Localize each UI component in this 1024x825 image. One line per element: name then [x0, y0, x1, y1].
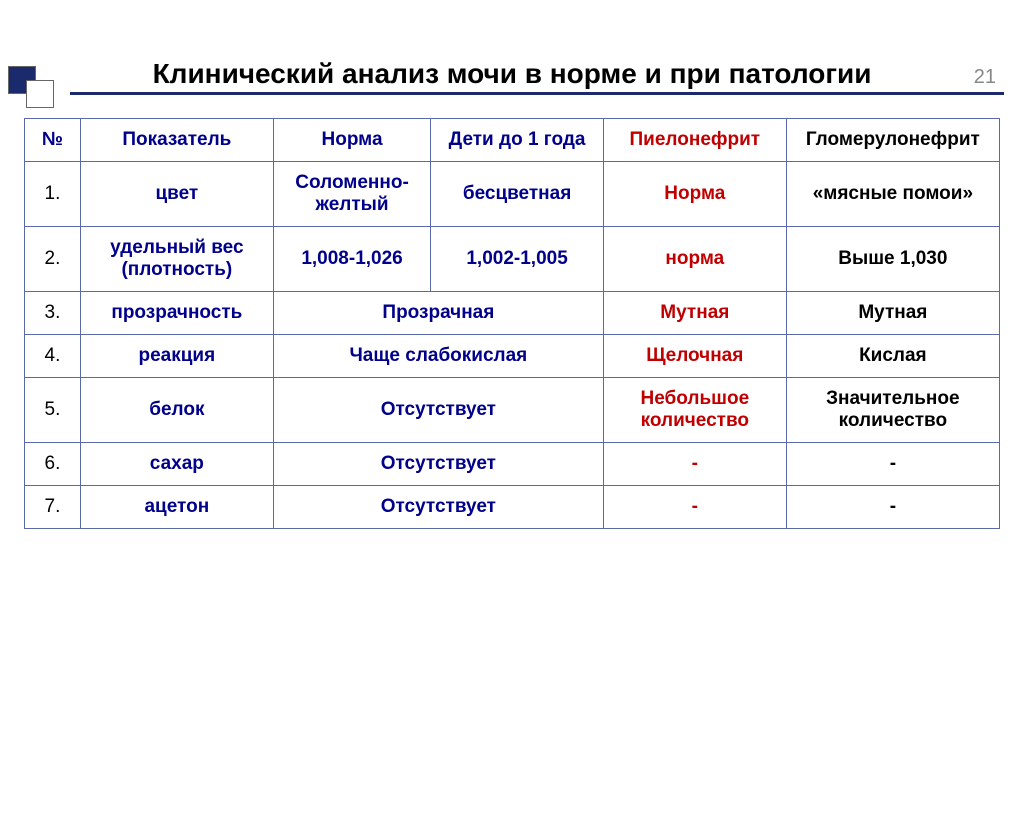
row-child: бесцветная: [431, 162, 604, 227]
table-row: 3. прозрачность Прозрачная Мутная Мутная: [25, 292, 1000, 335]
slide-title: Клинический анализ мочи в норме и при па…: [0, 58, 1024, 90]
analysis-table-container: № Показатель Норма Дети до 1 года Пиелон…: [0, 118, 1024, 529]
row-pyelo: норма: [603, 227, 786, 292]
header-divider: [70, 92, 1004, 95]
row-child: 1,002-1,005: [431, 227, 604, 292]
slide-corner-decoration: [8, 66, 68, 108]
col-parameter: Показатель: [80, 119, 273, 162]
row-number: 1.: [25, 162, 81, 227]
table-row: 5. белок Отсутствует Небольшое количеств…: [25, 378, 1000, 443]
row-norm-merged: Чаще слабокислая: [273, 335, 603, 378]
table-row: 2. удельный вес (плотность) 1,008-1,026 …: [25, 227, 1000, 292]
analysis-table: № Показатель Норма Дети до 1 года Пиелон…: [24, 118, 1000, 529]
row-number: 7.: [25, 486, 81, 529]
row-norm: 1,008-1,026: [273, 227, 430, 292]
row-norm: Соломенно-желтый: [273, 162, 430, 227]
row-glom: «мясные помои»: [786, 162, 999, 227]
row-norm-merged: Прозрачная: [273, 292, 603, 335]
table-row: 4. реакция Чаще слабокислая Щелочная Кис…: [25, 335, 1000, 378]
row-norm-merged: Отсутствует: [273, 486, 603, 529]
row-number: 4.: [25, 335, 81, 378]
row-number: 3.: [25, 292, 81, 335]
row-parameter: ацетон: [80, 486, 273, 529]
row-parameter: удельный вес (плотность): [80, 227, 273, 292]
row-pyelo: Щелочная: [603, 335, 786, 378]
table-header-row: № Показатель Норма Дети до 1 года Пиелон…: [25, 119, 1000, 162]
row-pyelo: -: [603, 443, 786, 486]
table-row: 7. ацетон Отсутствует - -: [25, 486, 1000, 529]
decoration-square-light: [26, 80, 54, 108]
row-glom: Мутная: [786, 292, 999, 335]
col-number: №: [25, 119, 81, 162]
row-glom: -: [786, 486, 999, 529]
row-parameter: цвет: [80, 162, 273, 227]
row-pyelo: -: [603, 486, 786, 529]
table-row: 6. сахар Отсутствует - -: [25, 443, 1000, 486]
page-number: 21: [974, 66, 996, 89]
col-glomerulonephritis: Гломерулонефрит: [786, 119, 999, 162]
col-norm: Норма: [273, 119, 430, 162]
row-parameter: реакция: [80, 335, 273, 378]
row-parameter: прозрачность: [80, 292, 273, 335]
col-children: Дети до 1 года: [431, 119, 604, 162]
row-pyelo: Норма: [603, 162, 786, 227]
col-pyelonephritis: Пиелонефрит: [603, 119, 786, 162]
row-glom: -: [786, 443, 999, 486]
row-number: 5.: [25, 378, 81, 443]
row-number: 2.: [25, 227, 81, 292]
row-norm-merged: Отсутствует: [273, 378, 603, 443]
row-parameter: сахар: [80, 443, 273, 486]
table-row: 1. цвет Соломенно-желтый бесцветная Норм…: [25, 162, 1000, 227]
row-glom: Выше 1,030: [786, 227, 999, 292]
row-glom: Значительное количество: [786, 378, 999, 443]
row-norm-merged: Отсутствует: [273, 443, 603, 486]
row-glom: Кислая: [786, 335, 999, 378]
row-pyelo: Мутная: [603, 292, 786, 335]
row-number: 6.: [25, 443, 81, 486]
row-parameter: белок: [80, 378, 273, 443]
row-pyelo: Небольшое количество: [603, 378, 786, 443]
